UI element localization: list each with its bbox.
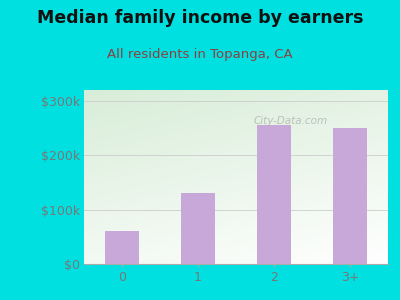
Text: Median family income by earners: Median family income by earners	[37, 9, 363, 27]
Bar	[181, 193, 215, 264]
Bar	[105, 231, 139, 264]
Text: City-Data.com: City-Data.com	[254, 116, 328, 126]
Bar	[257, 125, 291, 264]
Text: All residents in Topanga, CA: All residents in Topanga, CA	[107, 48, 293, 61]
Bar	[333, 128, 367, 264]
